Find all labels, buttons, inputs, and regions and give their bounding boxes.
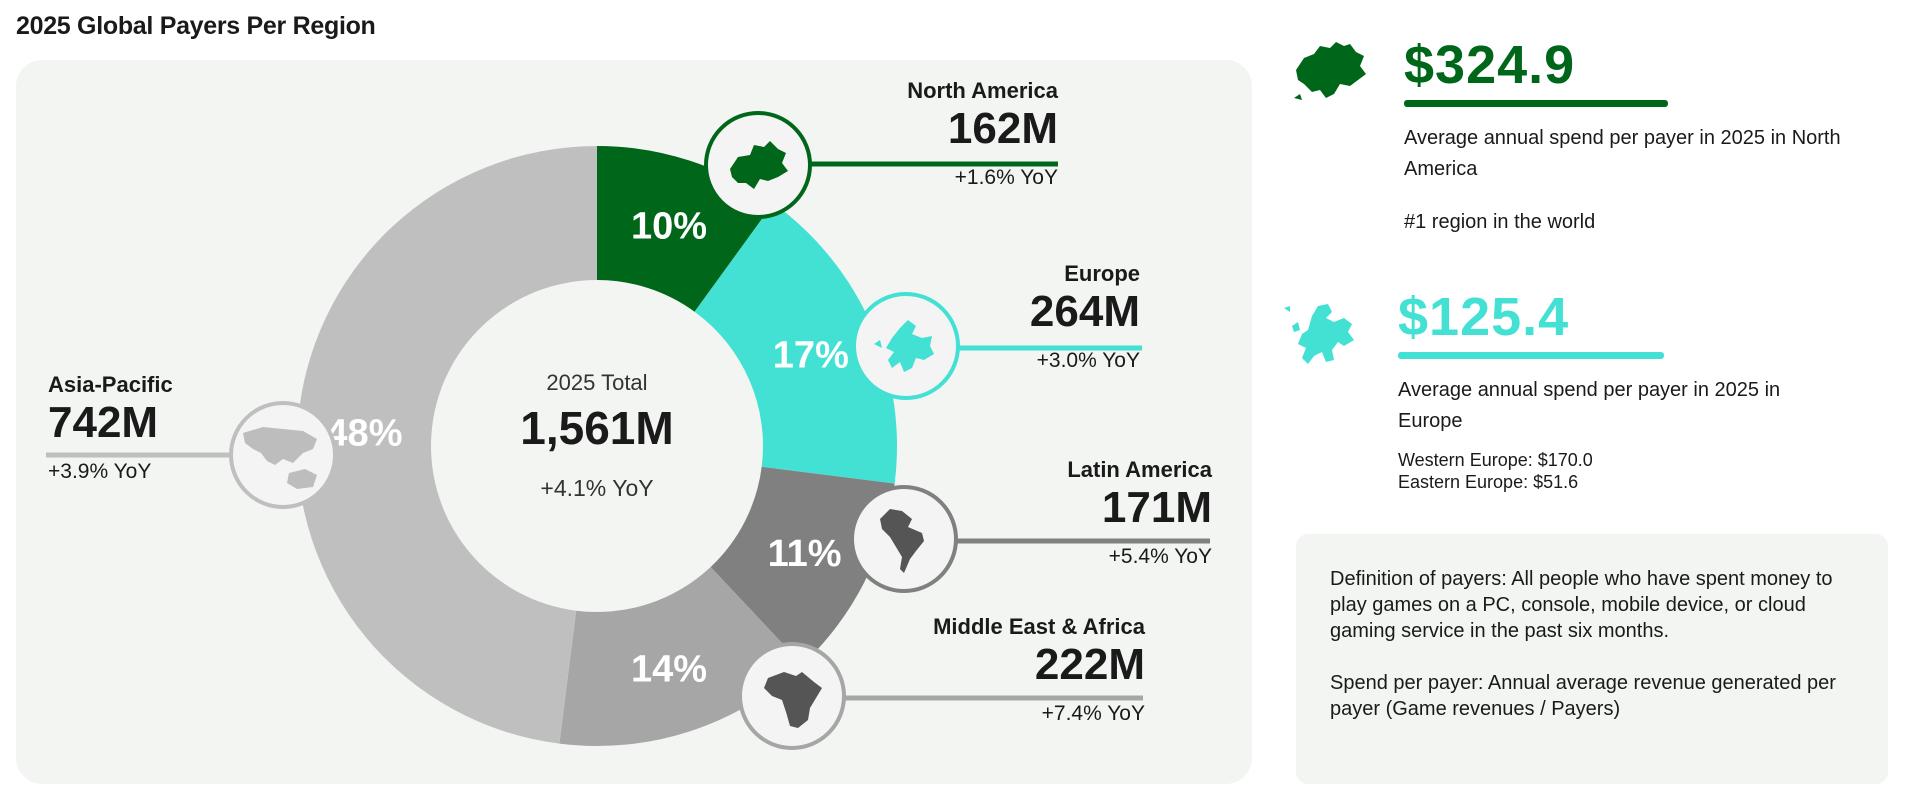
stat-underline xyxy=(1404,100,1668,107)
region-value: 162M xyxy=(947,104,1058,153)
stat-western-europe: Western Europe: $170.0 xyxy=(1398,450,1593,470)
slice-percent-label: 48% xyxy=(326,412,402,454)
region-yoy: +1.6% YoY xyxy=(954,166,1058,190)
region-label-europe: Europe 264M +3.0% YoY xyxy=(700,261,1140,373)
stat-description: Average annual spend per payer in 2025 i… xyxy=(1398,379,1781,432)
region-yoy: +3.0% YoY xyxy=(1036,349,1140,373)
donut-slice-latin-america xyxy=(710,466,895,665)
donut-chart: 10% 17% 11% 14% 48% 2025 Total 1,561M +4.1% … xyxy=(46,111,1210,750)
definition-spend-per-payer: Spend per payer: Annual average revenue … xyxy=(1330,672,1836,720)
south-america-map-icon xyxy=(850,485,958,593)
page-title: 2025 Global Payers Per Region xyxy=(16,12,376,40)
stat-europe: $125.4 Average annual spend per payer in… xyxy=(1398,290,1838,493)
asia-pacific-map-icon xyxy=(229,401,337,509)
region-value: 742M xyxy=(48,398,159,447)
region-value: 171M xyxy=(1101,483,1212,532)
stat-description: Average annual spend per payer in 2025 i… xyxy=(1404,127,1841,180)
region-label-asia-pacific: Asia-Pacific 742M +3.9% YoY xyxy=(48,372,488,484)
north-america-map-icon xyxy=(1294,42,1366,100)
region-name: North America xyxy=(907,78,1058,103)
region-label-middle-east-africa: Middle East & Africa 222M +7.4% YoY xyxy=(705,614,1145,726)
region-name: Middle East & Africa xyxy=(933,614,1145,639)
region-value: 222M xyxy=(1034,640,1145,689)
region-label-north-america: North America 162M +1.6% YoY xyxy=(618,78,1058,190)
region-name: Europe xyxy=(1064,261,1140,286)
region-yoy: +5.4% YoY xyxy=(1108,545,1212,569)
slice-percent-label: 17% xyxy=(773,334,849,376)
stat-eastern-europe: Eastern Europe: $51.6 xyxy=(1398,472,1579,492)
center-total-value: 1,561M xyxy=(520,402,673,454)
europe-map-icon xyxy=(1284,304,1354,364)
slice-percent-label: 11% xyxy=(768,533,842,575)
slice-percent-label: 10% xyxy=(631,205,707,247)
stat-value: $125.4 xyxy=(1398,287,1570,347)
definition-payers: Definition of payers: All people who hav… xyxy=(1330,568,1833,642)
europe-map-icon xyxy=(852,292,960,400)
region-label-latin-america: Latin America 171M +5.4% YoY xyxy=(772,457,1212,569)
north-america-map-icon xyxy=(704,111,812,219)
center-total-label: 2025 Total xyxy=(546,370,647,395)
definitions-box: Definition of payers: All people who hav… xyxy=(1296,534,1888,784)
donut-slice-asia-pacific xyxy=(296,146,597,744)
stat-north-america: $324.9 Average annual spend per payer in… xyxy=(1404,38,1844,234)
region-name: Asia-Pacific xyxy=(48,372,173,397)
region-value: 264M xyxy=(1029,287,1140,336)
donut-slice-europe xyxy=(694,203,897,484)
stat-underline xyxy=(1398,352,1664,359)
africa-map-icon xyxy=(738,642,846,750)
region-name: Latin America xyxy=(1067,457,1212,482)
region-yoy: +3.9% YoY xyxy=(48,460,152,484)
stat-note: #1 region in the world xyxy=(1404,211,1596,233)
center-total-yoy: +4.1% YoY xyxy=(540,475,653,501)
region-yoy: +7.4% YoY xyxy=(1041,702,1145,726)
slice-percent-label: 14% xyxy=(631,649,707,691)
stat-value: $324.9 xyxy=(1404,35,1576,95)
